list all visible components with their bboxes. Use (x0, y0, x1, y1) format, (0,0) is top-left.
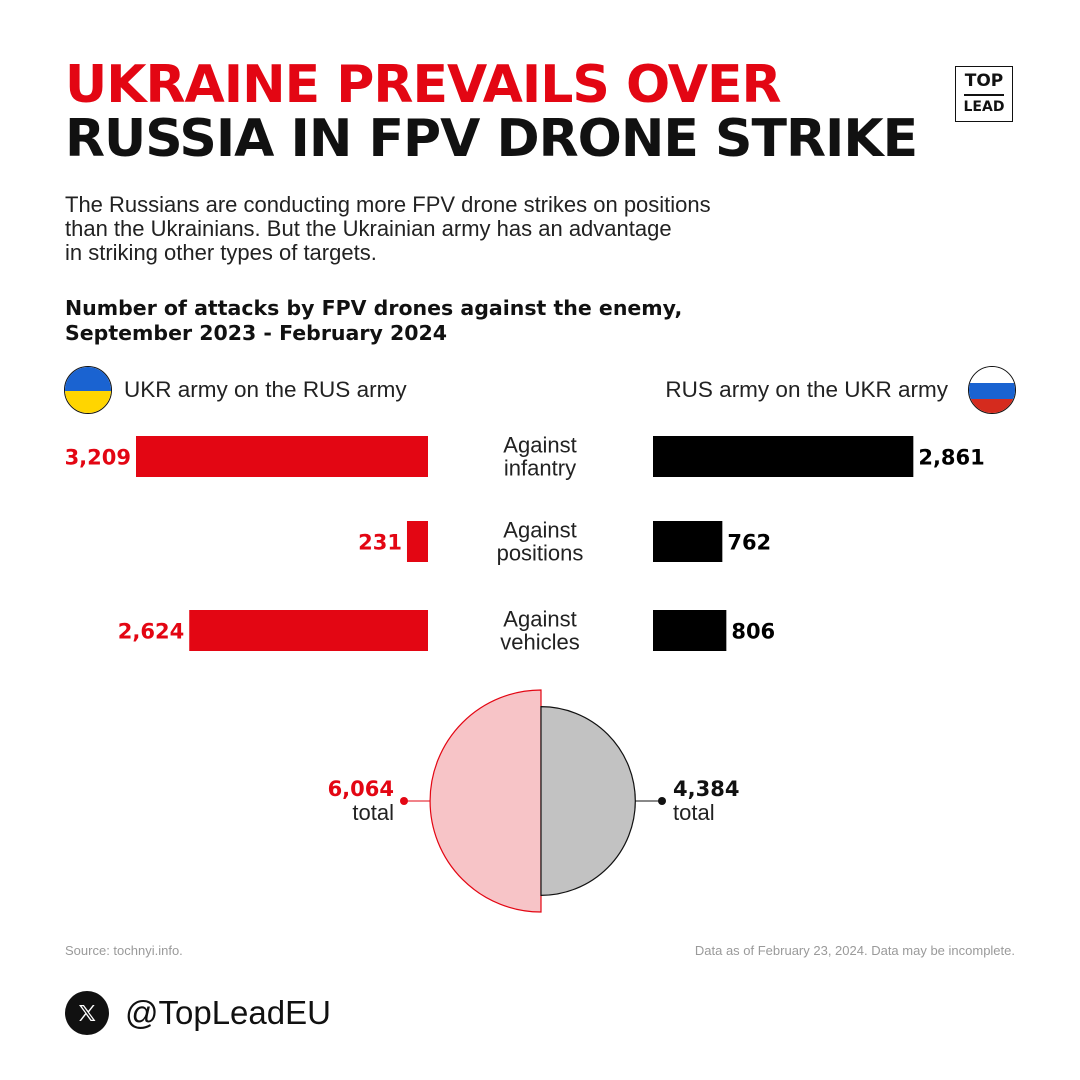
chart-title: Number of attacks by FPV drones against … (65, 296, 682, 346)
title-line-1: UKRAINE PREVAILS OVER (65, 55, 782, 115)
value-label-rus-2: 806 (731, 620, 775, 644)
value-label-rus-0: 2,861 (918, 446, 984, 470)
chart-title-line-2: September 2023 - February 2024 (65, 321, 448, 345)
category-label-0-line-2: infantry (504, 456, 576, 481)
top-lead-logo: TOP LEAD (955, 66, 1013, 122)
legend-ukr-label: UKR army on the RUS army (124, 377, 407, 402)
legend-rus-label: RUS army on the UKR army (665, 377, 948, 402)
bar-ukr-0 (136, 436, 428, 477)
category-label-1-line-1: Against (503, 518, 576, 543)
bar-ukr-1 (406, 521, 428, 562)
ukraine-flag-icon (64, 366, 112, 414)
bar-rus-1 (653, 521, 723, 562)
category-label-2-line-1: Against (503, 607, 576, 632)
total-rus-half-circle (540, 706, 636, 896)
total-ukr-caption: total (352, 800, 394, 825)
legend-ukr: UKR army on the RUS army (64, 365, 407, 415)
x-logo-icon[interactable] (65, 991, 109, 1035)
description-line-3: in striking other types of targets. (65, 240, 377, 265)
category-label-2-line-2: vehicles (500, 630, 579, 655)
logo-bottom-text: LEAD (963, 98, 1005, 115)
data-note: Data as of February 23, 2024. Data may b… (694, 943, 1015, 958)
description-line-2: than the Ukrainians. But the Ukrainian a… (65, 216, 672, 241)
page-title: UKRAINE PREVAILS OVER RUSSIA IN FPV DRON… (65, 55, 918, 169)
description-line-1: The Russians are conducting more FPV dro… (65, 192, 711, 217)
bar-ukr-2 (189, 610, 428, 651)
description: The Russians are conducting more FPV dro… (65, 193, 865, 265)
total-ukr-half-circle (429, 689, 542, 913)
legend-rus: RUS army on the UKR army (665, 365, 1016, 415)
source-note: Source: tochnyi.info. (65, 943, 183, 958)
total-rus-value: 4,384 (673, 777, 739, 801)
russia-flag-icon (968, 366, 1016, 414)
logo-divider (964, 94, 1004, 96)
twitter-handle[interactable]: @TopLeadEU (125, 994, 331, 1031)
total-ukr-dot (400, 797, 408, 805)
value-label-ukr-1: 231 (358, 531, 402, 555)
total-rus-dot (658, 797, 666, 805)
social-handle: @TopLeadEU (65, 991, 331, 1035)
total-ukr-value: 6,064 (328, 777, 394, 801)
bar-rus-0 (653, 436, 914, 477)
chart-title-line-1: Number of attacks by FPV drones against … (65, 296, 683, 320)
value-label-ukr-0: 3,209 (65, 446, 131, 470)
value-label-ukr-2: 2,624 (118, 620, 184, 644)
category-label-0-line-1: Against (503, 433, 576, 458)
title-line-2: RUSSIA IN FPV DRONE STRIKE (65, 109, 918, 169)
bar-rus-2 (653, 610, 727, 651)
total-rus-caption: total (673, 800, 715, 825)
logo-top-text: TOP (964, 71, 1004, 91)
value-label-rus-1: 762 (727, 531, 771, 555)
category-label-1-line-2: positions (497, 541, 584, 566)
